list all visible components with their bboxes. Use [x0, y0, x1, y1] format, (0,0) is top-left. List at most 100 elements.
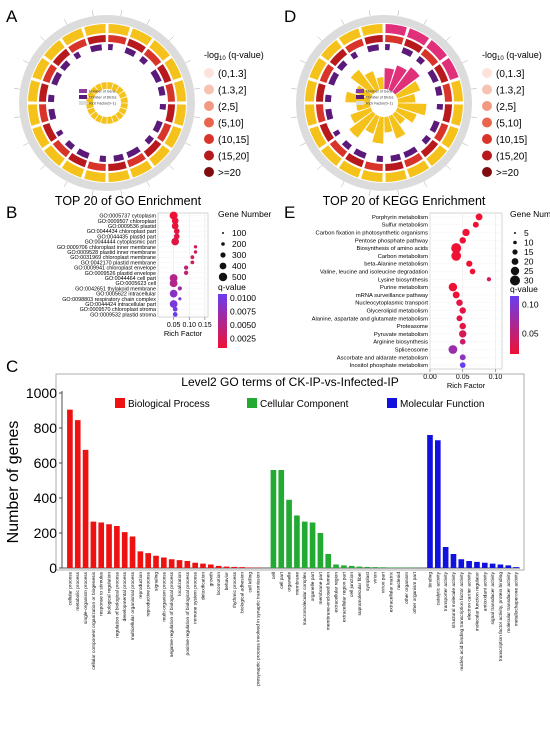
x-category-label: immune system process	[193, 571, 199, 623]
y-tick-label: 800	[34, 420, 58, 436]
data-point	[173, 312, 178, 317]
q-value-legend-kegg: -log10 (q-value) (0,1.3](1.3,2](2,5](5,1…	[482, 50, 542, 179]
term-label: Lysine biosynthesis	[378, 277, 428, 283]
outer-tick	[121, 10, 122, 16]
size-legend-label: 15	[524, 247, 534, 257]
x-tick-label: 0.05	[167, 322, 181, 329]
outer-tick	[318, 165, 322, 169]
data-point	[171, 238, 179, 246]
bar	[153, 556, 159, 568]
x-category-label: reproductive process	[146, 571, 152, 616]
q-legend-label: (15,20]	[496, 152, 527, 163]
y-tick-label: 600	[34, 455, 58, 471]
q-legend-label: (2,5]	[496, 102, 516, 113]
x-category-label: antioxidant activity	[482, 571, 488, 611]
bar	[239, 567, 245, 568]
data-point	[178, 286, 182, 290]
data-point	[476, 213, 483, 220]
x-category-label: metallochaperone activity	[514, 571, 520, 626]
x-category-label: molecular transducer activity	[506, 571, 512, 632]
x-category-label: other organism part	[412, 571, 418, 613]
bar	[318, 533, 324, 568]
panel-label-c: C	[6, 357, 18, 376]
outer-tick	[64, 19, 67, 24]
deg-segment	[376, 156, 383, 162]
x-category-label: nucleoid	[396, 572, 402, 590]
x-category-label: signaling	[154, 572, 160, 591]
outer-tick	[194, 117, 200, 118]
inner-legend-label: Number of Gene	[89, 90, 116, 94]
bar	[513, 567, 519, 568]
term-label: Biosynthesis of amino acids	[356, 246, 428, 252]
bar	[130, 537, 136, 569]
inner-legend-swatch	[79, 89, 87, 93]
color-legend-bar	[218, 294, 227, 348]
x-category-label: supramolecular fiber	[357, 572, 363, 616]
outer-tick	[471, 117, 477, 118]
data-point	[460, 339, 466, 345]
x-category-label: cellular component organization or bioge…	[91, 571, 97, 669]
chart-title: TOP 20 of KEGG Enrichment	[323, 194, 486, 208]
data-point	[190, 255, 194, 259]
size-legend-dot	[514, 232, 516, 234]
bar	[122, 532, 128, 568]
bar	[231, 567, 237, 568]
size-legend-dot	[221, 242, 225, 246]
x-category-label: growth	[208, 572, 214, 587]
bar	[114, 526, 120, 568]
outer-tick	[462, 143, 467, 146]
data-point	[194, 245, 197, 248]
bar	[451, 554, 457, 568]
bar	[216, 566, 222, 568]
x-category-label: single-organism process	[83, 571, 89, 624]
data-point	[190, 260, 194, 264]
x-category-label: macromolecular complex	[302, 571, 308, 625]
y-tick-label: 200	[34, 525, 58, 541]
term-label: GO:0009532 plastid stroma	[90, 312, 156, 318]
bar	[145, 553, 151, 568]
q-legend-title: -log10 (q-value)	[204, 50, 264, 62]
bar	[208, 565, 214, 569]
bar	[247, 567, 253, 568]
color-legend-label: 0.05	[522, 329, 539, 339]
term-label: Arginine biosynthesis	[373, 340, 428, 346]
color-legend-label: 0.0025	[230, 334, 256, 344]
x-category-label: molecular function regulator	[474, 572, 480, 632]
q-legend-label: (1.3,2]	[496, 86, 525, 97]
plot-frame	[430, 213, 502, 369]
x-category-label: cellular process	[67, 571, 73, 605]
panel-label-e: E	[284, 203, 295, 222]
bar	[443, 547, 449, 568]
bar	[224, 567, 230, 568]
bar	[365, 567, 371, 568]
bar	[498, 565, 504, 569]
x-tick-label: 0.00	[423, 374, 437, 381]
data-point	[460, 354, 466, 360]
inner-legend-swatch	[79, 95, 87, 99]
x-category-label: extracellular region part	[341, 571, 347, 622]
bar	[75, 420, 81, 568]
x-category-label: developmental process	[122, 571, 128, 621]
q-legend-swatch	[482, 85, 492, 95]
bar	[294, 516, 300, 569]
size-legend-dot	[222, 232, 224, 234]
plot-frame	[158, 213, 208, 317]
outer-tick	[14, 117, 20, 118]
q-legend-swatch	[204, 118, 214, 128]
q-legend-label: >=20	[218, 168, 241, 179]
bar	[278, 470, 284, 568]
q-legend-label: (5,10]	[496, 119, 522, 130]
y-tick-label: 400	[34, 490, 58, 506]
x-category-label: multi-organism process	[161, 571, 167, 621]
x-category-label: extracellular matrix	[388, 571, 394, 612]
deg-segment	[437, 104, 443, 110]
q-legend-label: >=20	[496, 168, 519, 179]
x-category-label: organelle	[287, 572, 293, 592]
x-category-label: membrane part	[318, 571, 324, 604]
outer-tick	[462, 60, 467, 63]
data-point	[449, 283, 457, 291]
size-legend-dot	[219, 273, 227, 281]
